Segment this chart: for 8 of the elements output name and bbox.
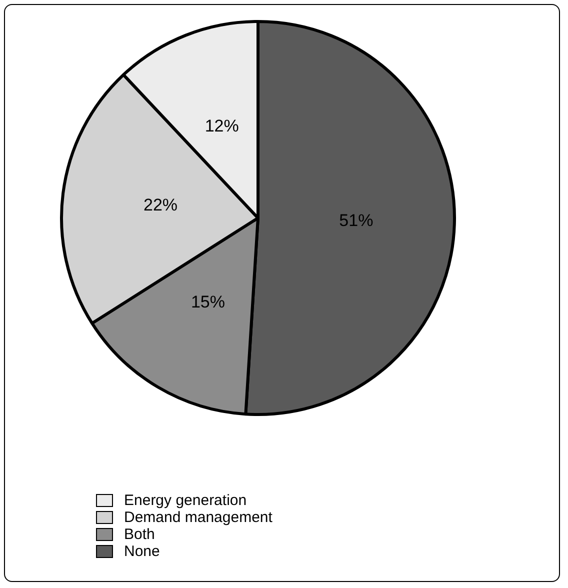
legend-label: None — [124, 543, 160, 560]
data-label: 12% — [204, 116, 239, 136]
data-label: 22% — [144, 195, 178, 214]
data-label: 51% — [339, 210, 374, 230]
data-label: 15% — [190, 292, 225, 312]
legend-label: Demand management — [124, 509, 272, 526]
legend-label: Both — [124, 526, 155, 543]
legend-label: Energy generation — [124, 492, 247, 509]
